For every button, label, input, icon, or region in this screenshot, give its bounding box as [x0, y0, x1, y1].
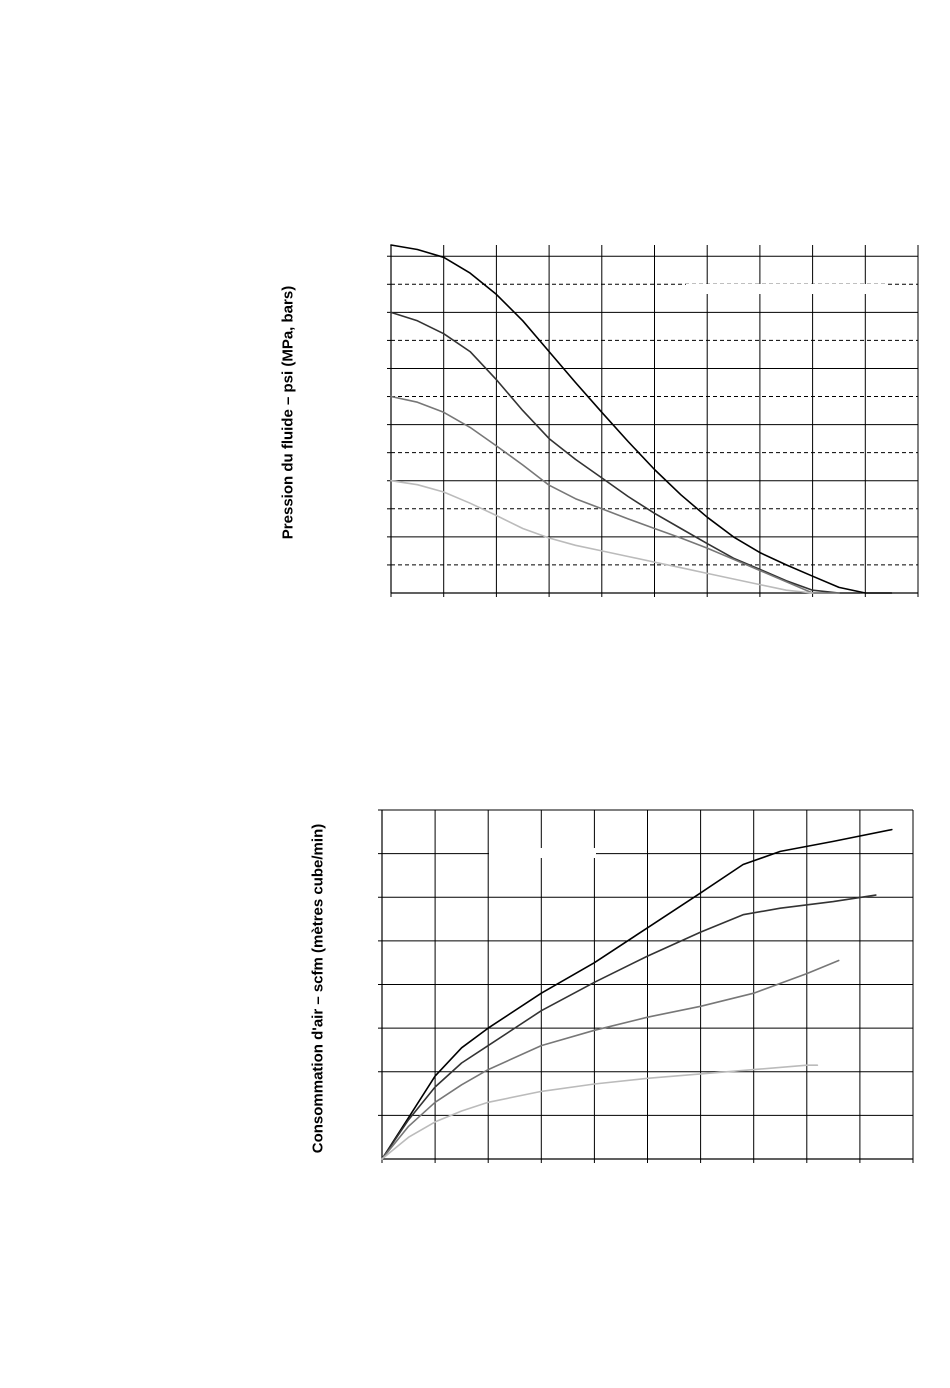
- series-line-3: [390, 395, 840, 594]
- series-line-4: [390, 479, 814, 594]
- series-line-1: [381, 828, 893, 1160]
- blank-patch: [686, 284, 888, 294]
- blank-patch: [489, 848, 596, 858]
- series-line-1: [390, 244, 893, 594]
- series-line-2: [381, 894, 877, 1160]
- series-line-2: [390, 311, 861, 594]
- series-line-4: [381, 1064, 819, 1160]
- series-line-3: [381, 959, 840, 1160]
